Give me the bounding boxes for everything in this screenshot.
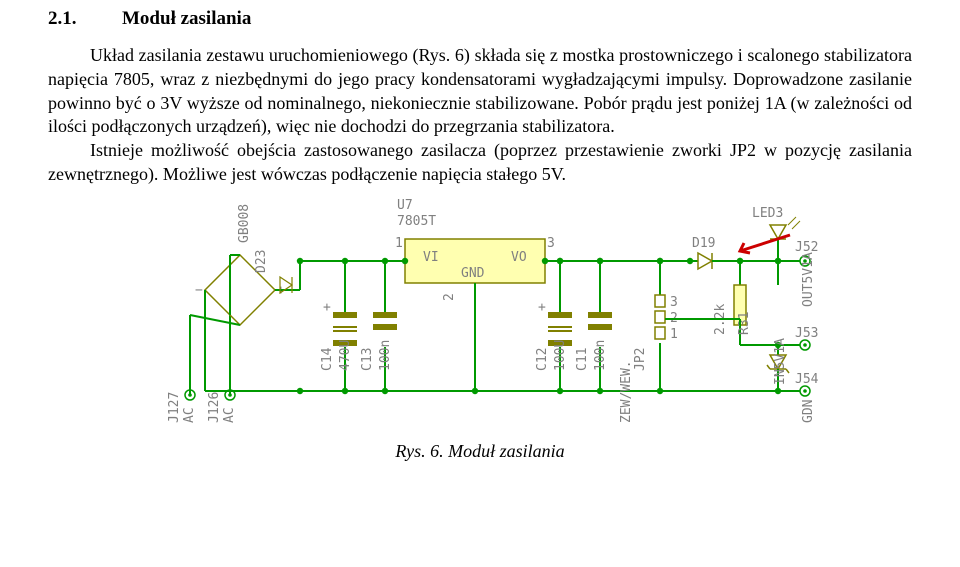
svg-text:OUT5V1A: OUT5V1A: [801, 252, 816, 307]
section-number: 2.1.: [48, 8, 118, 30]
svg-text:C13: C13: [360, 347, 375, 370]
section-title: Moduł zasilania: [122, 8, 251, 29]
svg-text:3: 3: [670, 295, 678, 310]
svg-text:100U: 100U: [553, 339, 568, 370]
svg-text:C12: C12: [535, 347, 550, 370]
svg-text:C11: C11: [575, 347, 590, 370]
svg-text:7805T: 7805T: [397, 214, 436, 229]
svg-text:ZEW/WEW.: ZEW/WEW.: [619, 360, 634, 423]
svg-text:1: 1: [395, 236, 403, 251]
svg-text:C14: C14: [320, 347, 335, 371]
figure: J127ACJ126AC−+GB008D23+C14470UC13100n+C1…: [48, 195, 912, 462]
svg-text:IN5V1A: IN5V1A: [773, 337, 788, 384]
svg-text:VI: VI: [423, 250, 439, 265]
svg-text:VO: VO: [511, 250, 527, 265]
svg-text:3: 3: [547, 236, 555, 251]
svg-text:JP2: JP2: [633, 347, 648, 370]
svg-text:GDN: GDN: [801, 399, 816, 422]
figure-caption: Rys. 6. Moduł zasilania: [48, 441, 912, 462]
svg-text:1: 1: [670, 327, 678, 342]
svg-text:J54: J54: [795, 372, 819, 387]
svg-text:D23: D23: [254, 249, 269, 272]
svg-text:100n: 100n: [378, 339, 393, 370]
svg-text:U7: U7: [397, 198, 413, 213]
svg-text:100n: 100n: [593, 339, 608, 370]
svg-text:D19: D19: [692, 236, 715, 251]
svg-text:+: +: [323, 300, 331, 315]
svg-text:AC: AC: [222, 407, 237, 423]
section-heading: 2.1. Moduł zasilania: [48, 8, 912, 30]
svg-text:J126: J126: [207, 391, 222, 422]
svg-text:J53: J53: [795, 326, 818, 341]
schematic-svg: J127ACJ126AC−+GB008D23+C14470UC13100n+C1…: [130, 195, 830, 435]
svg-text:AC: AC: [182, 407, 197, 423]
svg-text:LED3: LED3: [752, 206, 783, 221]
paragraph-2: Istnieje możliwość obejścia zastosowaneg…: [48, 139, 912, 187]
svg-text:GB008: GB008: [237, 203, 252, 242]
paragraph-1: Układ zasilania zestawu uruchomieniowego…: [48, 44, 912, 139]
svg-text:+: +: [538, 300, 546, 315]
svg-text:J127: J127: [167, 391, 182, 422]
body-text: Układ zasilania zestawu uruchomieniowego…: [48, 44, 912, 187]
svg-text:−: −: [195, 283, 203, 298]
svg-text:GND: GND: [461, 266, 485, 281]
svg-text:470U: 470U: [338, 339, 353, 370]
svg-text:2: 2: [442, 293, 457, 301]
